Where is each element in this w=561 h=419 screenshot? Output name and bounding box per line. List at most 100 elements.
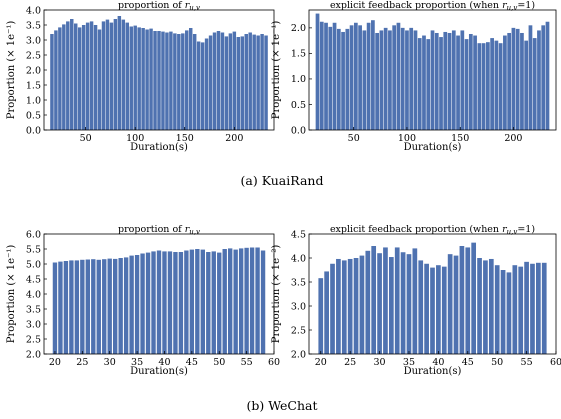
y-tick-label: 4.5 xyxy=(26,274,41,285)
bar xyxy=(324,271,329,354)
bar xyxy=(222,249,227,354)
y-tick-label: 0.0 xyxy=(291,125,306,136)
bar xyxy=(465,247,471,354)
bar xyxy=(330,263,335,354)
y-tick-label: 2.5 xyxy=(26,334,41,345)
bar xyxy=(77,27,82,130)
bar xyxy=(156,250,162,354)
x-tick-label: 25 xyxy=(76,357,88,368)
bar xyxy=(145,252,151,354)
bar xyxy=(181,33,185,130)
bar xyxy=(413,30,418,130)
bar xyxy=(134,255,140,354)
bar xyxy=(345,28,350,130)
y-tick-label: 0.5 xyxy=(291,100,306,111)
x-tick-label: 200 xyxy=(225,133,243,144)
bar xyxy=(69,260,74,354)
bar xyxy=(85,259,90,354)
bar xyxy=(54,30,58,130)
bar xyxy=(129,255,134,354)
x-axis-label: Duration(s) xyxy=(130,366,188,377)
bar xyxy=(184,250,189,354)
bar xyxy=(208,35,213,130)
bar xyxy=(89,21,94,130)
bar xyxy=(500,270,506,354)
y-tick-label: 2.0 xyxy=(291,349,306,360)
bar xyxy=(244,247,249,354)
bar xyxy=(347,258,353,354)
x-tick-label: 100 xyxy=(398,133,416,144)
bar xyxy=(153,31,157,130)
bar xyxy=(264,35,268,130)
bar xyxy=(319,21,324,131)
x-axis-label: Duration(s) xyxy=(130,142,188,153)
bar xyxy=(52,262,58,354)
bar xyxy=(524,40,529,130)
bar xyxy=(113,258,118,354)
bar xyxy=(471,242,477,354)
bar xyxy=(477,43,482,130)
bar xyxy=(73,23,78,130)
bar xyxy=(424,263,429,354)
bar xyxy=(515,28,520,130)
bar xyxy=(185,30,189,130)
x-tick-label: 100 xyxy=(126,133,144,144)
bar xyxy=(81,25,86,130)
bar xyxy=(353,258,359,354)
bar xyxy=(520,32,524,131)
bar xyxy=(332,22,337,130)
bar xyxy=(318,278,324,354)
bar xyxy=(328,26,333,131)
x-tick-label: 45 xyxy=(186,357,198,368)
y-tick-label: 2.0 xyxy=(26,349,41,360)
bar xyxy=(488,258,494,354)
y-axis-label: Proportion (× 1e⁻¹) xyxy=(271,21,282,120)
bar xyxy=(441,266,447,354)
bar xyxy=(157,31,161,130)
bar xyxy=(123,257,129,354)
x-tick-label: 45 xyxy=(462,357,474,368)
bar xyxy=(129,26,133,130)
bar xyxy=(456,35,460,130)
bar xyxy=(486,42,490,130)
bar xyxy=(371,20,375,130)
bar xyxy=(200,249,205,354)
bar xyxy=(224,36,229,130)
bar xyxy=(167,251,173,354)
bar xyxy=(507,32,512,131)
bar xyxy=(248,32,252,130)
y-tick-label: 1.0 xyxy=(291,74,306,85)
bar xyxy=(315,13,320,130)
y-axis-label: Proportion (× 1e⁻¹) xyxy=(6,21,17,120)
bar xyxy=(447,32,452,131)
bar xyxy=(240,36,245,130)
x-tick-label: 150 xyxy=(451,133,469,144)
bar xyxy=(252,34,256,130)
bar xyxy=(490,38,494,131)
chart-kuairand-proportion: 0.0 0.5 1.0 1.5 2.0 2.5 3.0 3.5 4.0 50 100 150 200 Du… xyxy=(6,0,275,153)
x-tick-label: 55 xyxy=(521,357,533,368)
bar xyxy=(211,251,216,354)
y-tick-label: 3.0 xyxy=(26,35,41,46)
y-tick-label: 2.0 xyxy=(291,23,306,34)
bar xyxy=(141,28,145,130)
y-axis-label: Proportion (× 1e⁻¹) xyxy=(6,245,17,344)
x-tick-label: 20 xyxy=(315,357,327,368)
bar xyxy=(107,258,112,354)
chart-title: proportion of ru,v xyxy=(118,0,200,12)
bar xyxy=(192,34,197,130)
bar xyxy=(206,252,211,354)
bar xyxy=(365,250,371,354)
y-tick-label: 2.0 xyxy=(26,65,41,76)
y-tick-label: 1.5 xyxy=(291,49,306,60)
bar xyxy=(125,22,130,131)
bar xyxy=(412,248,418,354)
bar xyxy=(537,30,541,130)
bar xyxy=(383,27,388,130)
bar xyxy=(260,34,264,130)
bar xyxy=(228,248,233,354)
bar xyxy=(336,258,341,354)
bar xyxy=(97,29,102,130)
x-tick-label: 150 xyxy=(176,133,194,144)
x-tick-label: 50 xyxy=(348,133,360,144)
